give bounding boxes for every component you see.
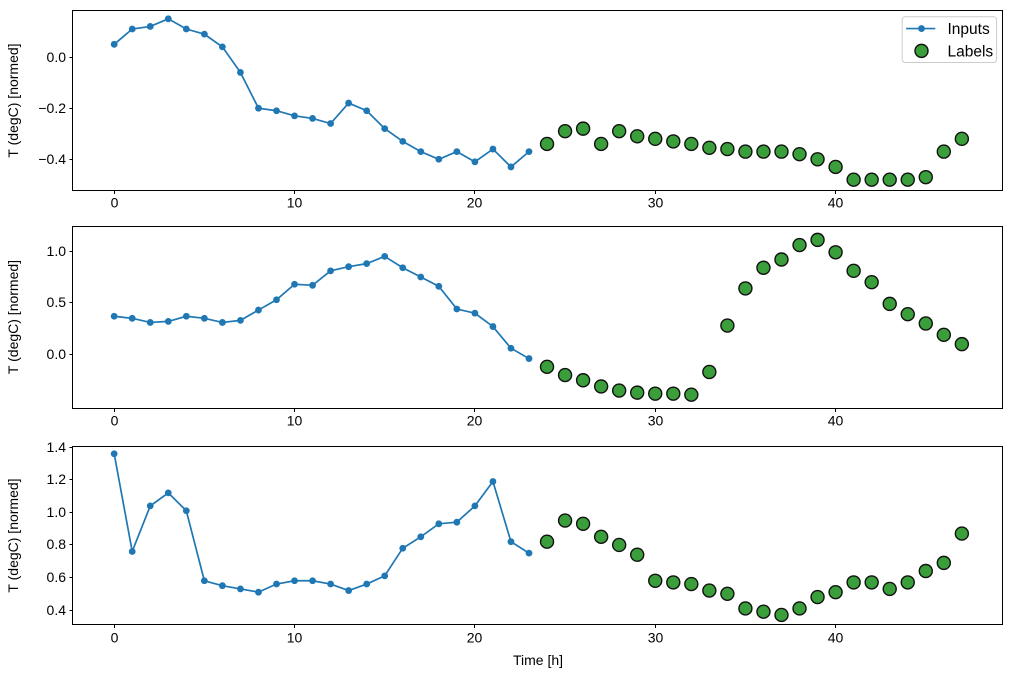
svg-text:1.0: 1.0 <box>47 504 67 520</box>
svg-text:40: 40 <box>828 630 844 646</box>
svg-text:0.5: 0.5 <box>47 294 67 310</box>
svg-text:30: 30 <box>648 195 664 211</box>
svg-text:40: 40 <box>828 195 844 211</box>
svg-text:20: 20 <box>467 630 483 646</box>
svg-text:Labels: Labels <box>948 43 994 60</box>
svg-text:0.0: 0.0 <box>47 346 67 362</box>
svg-text:40: 40 <box>828 413 844 429</box>
svg-text:20: 20 <box>467 413 483 429</box>
svg-text:−0.2: −0.2 <box>38 100 66 116</box>
svg-text:20: 20 <box>467 195 483 211</box>
svg-text:0.4: 0.4 <box>47 602 67 618</box>
svg-text:10: 10 <box>287 413 303 429</box>
svg-text:0.6: 0.6 <box>47 569 67 585</box>
svg-text:30: 30 <box>648 413 664 429</box>
svg-text:10: 10 <box>287 630 303 646</box>
svg-text:0: 0 <box>111 630 119 646</box>
svg-text:T (degC) [normed]: T (degC) [normed] <box>5 478 21 592</box>
svg-text:Inputs: Inputs <box>948 21 990 38</box>
svg-text:30: 30 <box>648 630 664 646</box>
svg-text:T (degC) [normed]: T (degC) [normed] <box>5 43 21 157</box>
svg-text:0: 0 <box>111 195 119 211</box>
svg-text:0.0: 0.0 <box>47 49 67 65</box>
svg-text:Time [h]: Time [h] <box>513 652 563 668</box>
svg-text:1.0: 1.0 <box>47 243 67 259</box>
svg-text:0: 0 <box>111 413 119 429</box>
svg-text:1.4: 1.4 <box>47 439 67 455</box>
svg-text:1.2: 1.2 <box>47 471 67 487</box>
svg-text:T (degC) [normed]: T (degC) [normed] <box>5 260 21 374</box>
svg-text:0.8: 0.8 <box>47 536 67 552</box>
svg-text:10: 10 <box>287 195 303 211</box>
svg-text:−0.4: −0.4 <box>38 151 66 167</box>
